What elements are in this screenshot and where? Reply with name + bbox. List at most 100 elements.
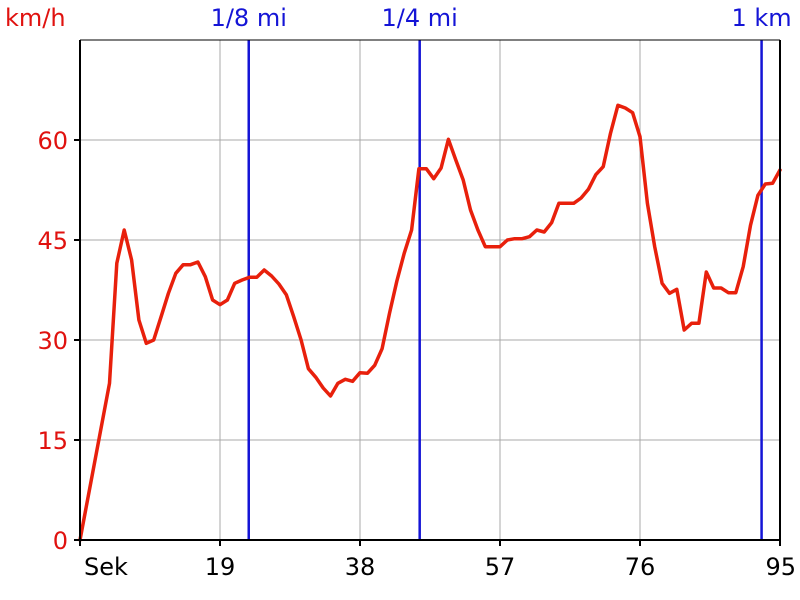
data-point: [640, 136, 641, 137]
x-tick-label: 19: [205, 553, 236, 581]
data-point: [625, 108, 626, 109]
data-point: [382, 348, 383, 349]
data-point: [433, 178, 434, 179]
data-point: [396, 281, 397, 282]
data-point: [485, 246, 486, 247]
data-point: [190, 264, 191, 265]
y-axis-unit-label: km/h: [5, 4, 66, 32]
data-point: [205, 276, 206, 277]
data-point: [360, 372, 361, 373]
data-point: [256, 277, 257, 278]
data-point: [595, 174, 596, 175]
data-point: [706, 272, 707, 273]
data-point: [507, 240, 508, 241]
y-tick-label: 30: [37, 327, 68, 355]
x-tick-label: 57: [485, 553, 516, 581]
data-point: [765, 184, 766, 185]
data-point: [308, 368, 309, 369]
data-point: [109, 383, 110, 384]
data-point: [426, 168, 427, 169]
data-point: [455, 160, 456, 161]
y-tick-label: 15: [37, 427, 68, 455]
data-point: [772, 183, 773, 184]
distance-marker-label: 1/4 mi: [382, 4, 458, 32]
data-point: [345, 379, 346, 380]
distance-marker-label: 1 km: [731, 4, 791, 32]
x-tick-label: Sek: [84, 553, 128, 581]
data-point: [116, 263, 117, 264]
data-point: [124, 230, 125, 231]
data-point: [632, 112, 633, 113]
data-point: [404, 253, 405, 254]
data-point: [168, 293, 169, 294]
data-point: [234, 283, 235, 284]
distance-markers: 1/8 mi 1/4 mi 1 km: [211, 4, 792, 540]
data-point: [411, 230, 412, 231]
data-point: [588, 189, 589, 190]
data-point: [249, 277, 250, 278]
data-point: [728, 292, 729, 293]
data-point: [684, 330, 685, 331]
data-point: [227, 300, 228, 301]
data-point: [654, 246, 655, 247]
data-point: [367, 373, 368, 374]
data-point: [610, 133, 611, 134]
data-point: [146, 343, 147, 344]
data-point: [183, 264, 184, 265]
data-point: [271, 276, 272, 277]
data-point: [529, 236, 530, 237]
x-tick-label: 95: [765, 553, 796, 581]
series-layer: [78, 103, 782, 542]
grid: [80, 40, 780, 540]
data-point: [264, 270, 265, 271]
data-point: [566, 203, 567, 204]
data-point: [617, 105, 618, 106]
data-point: [558, 203, 559, 204]
y-tick-labels: 0 15 30 45 60: [37, 127, 68, 555]
data-point: [131, 260, 132, 261]
data-point: [175, 273, 176, 274]
data-point: [278, 284, 279, 285]
data-point: [220, 304, 221, 305]
data-point: [389, 313, 390, 314]
data-point: [757, 195, 758, 196]
data-point: [536, 230, 537, 231]
data-point: [286, 294, 287, 295]
data-point: [301, 340, 302, 341]
data-point: [581, 198, 582, 199]
data-point: [323, 388, 324, 389]
data-point: [698, 323, 699, 324]
data-point: [743, 266, 744, 267]
data-point: [242, 280, 243, 281]
distance-marker-label: 1/8 mi: [211, 4, 287, 32]
data-point: [676, 289, 677, 290]
data-point: [352, 381, 353, 382]
data-point: [522, 238, 523, 239]
data-point: [603, 166, 604, 167]
data-point: [153, 340, 154, 341]
data-point: [544, 232, 545, 233]
data-point: [735, 292, 736, 293]
data-point: [374, 365, 375, 366]
y-tick-label: 0: [53, 527, 68, 555]
data-point: [662, 283, 663, 284]
data-point: [721, 288, 722, 289]
speed-series-line: [78, 103, 782, 542]
data-point: [492, 246, 493, 247]
data-point: [463, 180, 464, 181]
data-point: [514, 238, 515, 239]
data-point: [138, 320, 139, 321]
data-point: [212, 300, 213, 301]
x-tick-label: 76: [625, 553, 656, 581]
data-point: [669, 293, 670, 294]
data-point: [337, 383, 338, 384]
axes: [74, 39, 781, 546]
data-point: [315, 377, 316, 378]
data-point: [197, 262, 198, 263]
y-tick-label: 45: [37, 227, 68, 255]
data-point: [551, 222, 552, 223]
data-point: [647, 203, 648, 204]
data-point: [448, 139, 449, 140]
data-point: [477, 230, 478, 231]
